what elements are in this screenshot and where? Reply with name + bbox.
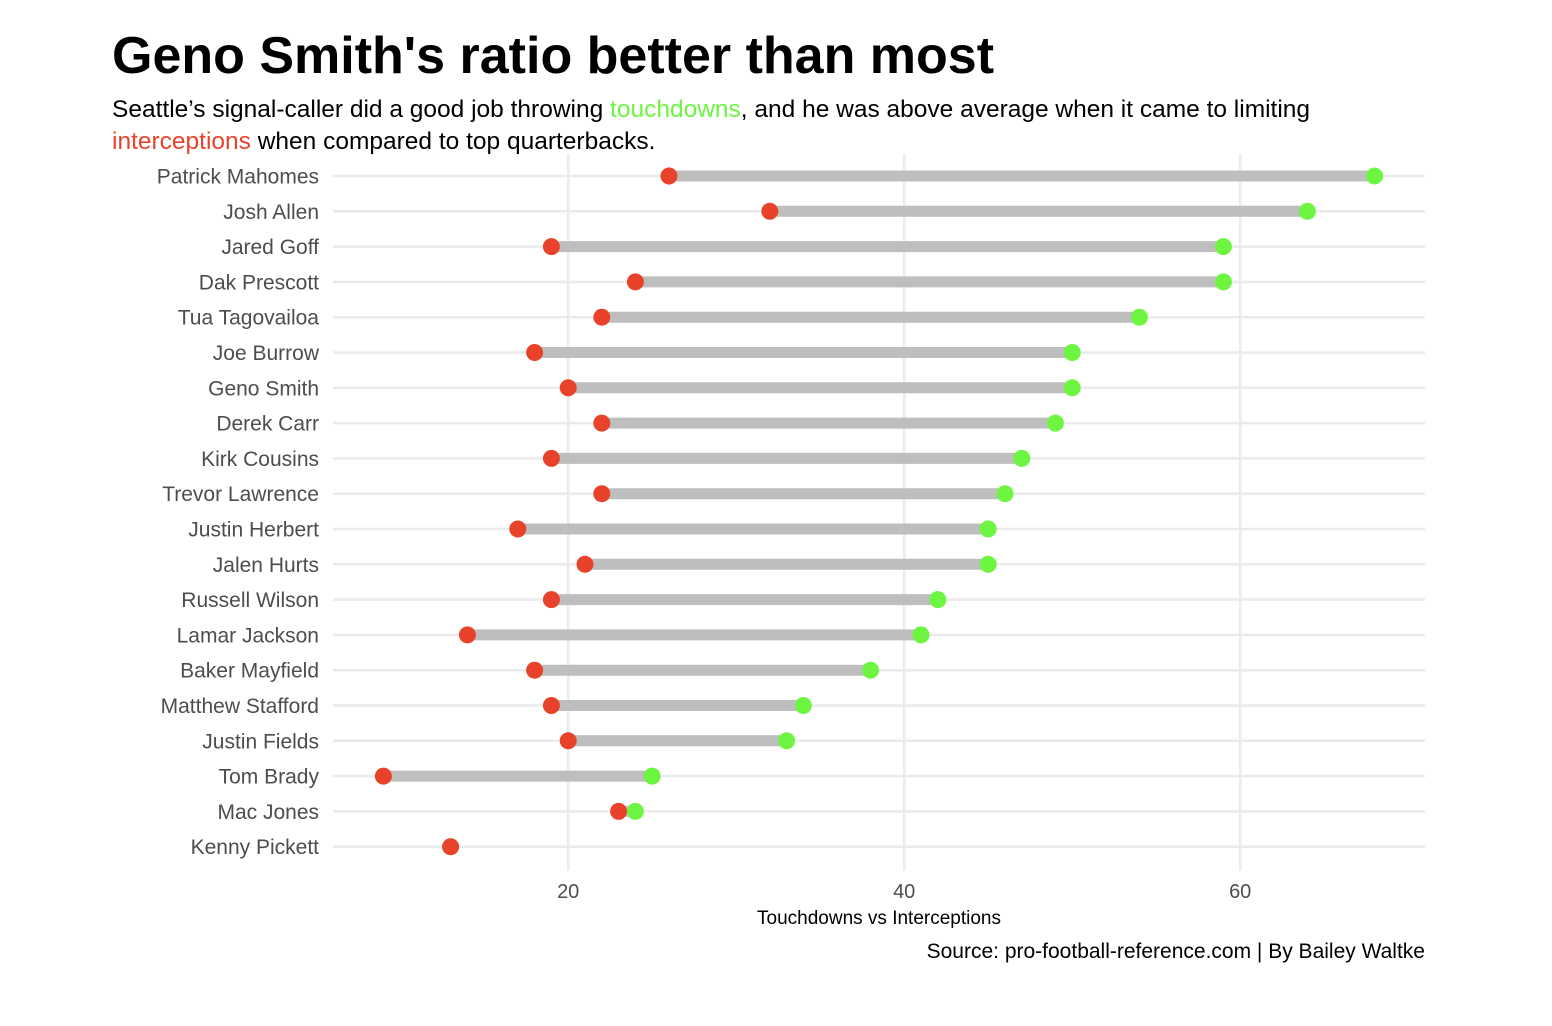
touchdowns-point	[778, 732, 796, 750]
player-label: Jared Goff	[221, 236, 319, 259]
player-label: Josh Allen	[223, 201, 319, 224]
chart-title: Geno Smith's ratio better than most	[112, 27, 995, 85]
touchdowns-point	[979, 555, 997, 573]
touchdowns-point	[1214, 273, 1232, 291]
touchdowns-point	[862, 661, 880, 679]
touchdowns-point	[1298, 202, 1316, 220]
player-label: Kirk Cousins	[201, 448, 319, 471]
grid-layer	[333, 154, 1425, 871]
player-label: Tua Tagovailoa	[178, 307, 320, 330]
interceptions-point	[526, 344, 544, 361]
source-caption: Source: pro-football-reference.com | By …	[926, 940, 1425, 963]
player-label: Russell Wilson	[181, 589, 319, 612]
touchdowns-point	[1013, 449, 1031, 467]
interceptions-point	[374, 767, 392, 785]
interceptions-point	[442, 838, 460, 856]
interceptions-point	[610, 802, 628, 820]
player-label: Lamar Jackson	[177, 624, 319, 647]
touchdowns-point	[1130, 308, 1148, 326]
player-label: Matthew Stafford	[161, 695, 319, 718]
touchdowns-point	[1366, 167, 1384, 185]
interceptions-point	[593, 485, 611, 503]
touchdowns-point	[912, 626, 930, 644]
player-label: Joe Burrow	[213, 342, 320, 365]
player-label: Jalen Hurts	[213, 554, 319, 577]
player-label: Derek Carr	[216, 413, 319, 436]
touchdowns-point	[643, 767, 661, 785]
dot-layer	[374, 167, 1384, 856]
subtitle-text-1: Seattle’s signal-caller did a good job t…	[112, 96, 611, 123]
interceptions-point	[542, 591, 560, 609]
player-label: Patrick Mahomes	[157, 166, 319, 189]
player-label: Tom Brady	[219, 766, 320, 789]
player-label: Justin Herbert	[188, 519, 319, 542]
chart-subtitle: Seattle’s signal-caller did a good job t…	[112, 94, 1442, 158]
x-axis-title: Touchdowns vs Interceptions	[757, 908, 1001, 929]
player-label: Baker Mayfield	[180, 660, 319, 683]
interceptions-point	[526, 661, 544, 679]
interceptions-point	[660, 167, 678, 185]
touchdowns-point	[1046, 414, 1064, 432]
touchdowns-point	[626, 802, 644, 820]
subtitle-text-2: , and he was above average when it came …	[740, 96, 1311, 123]
touchdowns-point	[794, 697, 812, 714]
touchdowns-point	[979, 520, 997, 538]
interceptions-point	[458, 626, 476, 644]
x-tick-label: 20	[557, 881, 579, 903]
touchdowns-point	[1214, 238, 1232, 256]
player-label: Trevor Lawrence	[162, 483, 319, 506]
subtitle-touchdowns-word: touchdowns	[610, 96, 741, 123]
interceptions-point	[761, 202, 779, 220]
interceptions-point	[576, 555, 594, 573]
interceptions-point	[593, 308, 611, 326]
interceptions-point	[626, 273, 644, 291]
segment-layer	[383, 170, 1375, 817]
interceptions-point	[509, 520, 527, 538]
x-tick-label: 60	[1229, 881, 1251, 903]
interceptions-point	[542, 449, 560, 467]
player-label: Mac Jones	[217, 801, 319, 824]
interceptions-point	[542, 697, 560, 714]
interceptions-point	[559, 379, 577, 397]
interceptions-point	[559, 732, 577, 750]
player-label: Justin Fields	[202, 730, 319, 753]
touchdowns-point	[1063, 379, 1081, 397]
subtitle-text-3: when compared to top quarterbacks.	[250, 128, 656, 155]
player-label: Kenny Pickett	[191, 836, 320, 859]
touchdowns-point	[996, 485, 1014, 503]
subtitle-interceptions-word: interceptions	[112, 128, 251, 155]
y-axis-labels: Patrick Mahomes Josh Allen Jared Goff Dak P…	[157, 166, 320, 860]
interceptions-point	[542, 238, 560, 256]
interceptions-point	[593, 414, 611, 432]
x-axis-ticks: 20 40 60	[557, 881, 1251, 903]
player-label: Geno Smith	[208, 377, 319, 400]
touchdowns-point	[1063, 344, 1081, 361]
touchdowns-point	[929, 591, 947, 609]
x-tick-label: 40	[893, 881, 915, 903]
player-label: Dak Prescott	[199, 271, 319, 294]
